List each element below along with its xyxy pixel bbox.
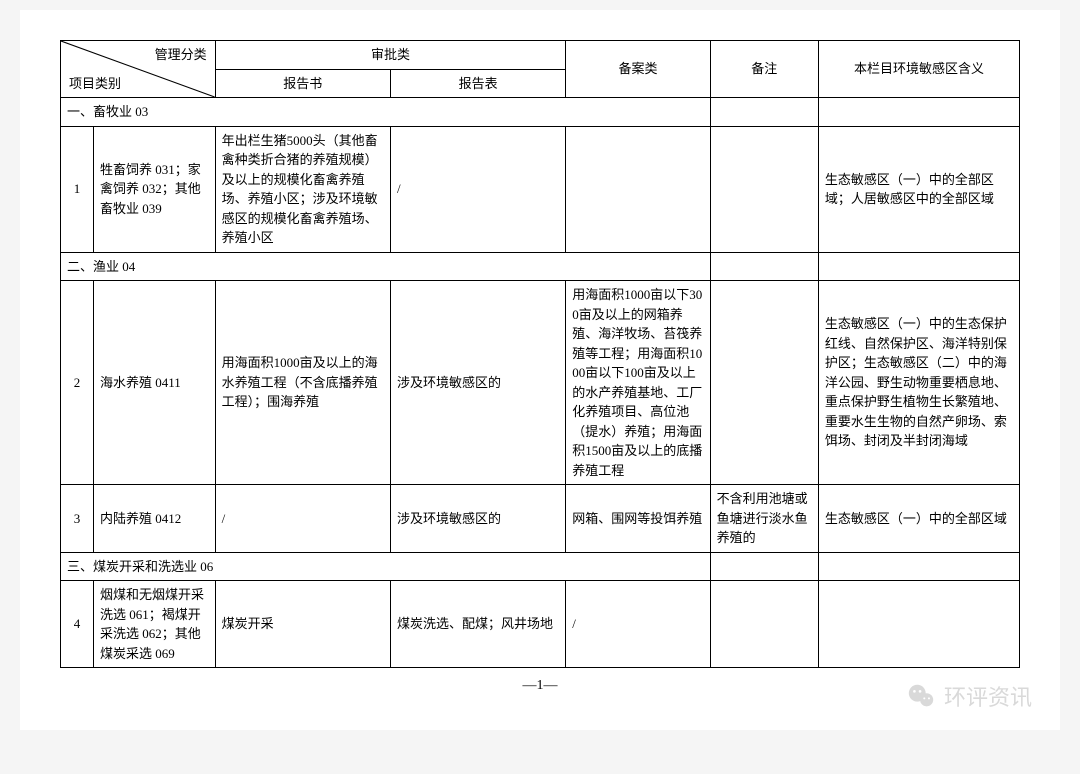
row-remark (710, 126, 818, 252)
header-mgmt-class: 管理分类 (155, 45, 207, 65)
row-category: 海水养殖 0411 (93, 281, 215, 485)
row-remark (710, 281, 818, 485)
row-report-form: 涉及环境敏感区的 (390, 485, 565, 553)
row-filing (566, 126, 710, 252)
document-page: 管理分类 项目类别 审批类 备案类 备注 本栏目环境敏感区含义 报告书 报告表 … (20, 10, 1060, 730)
table-row: 3 内陆养殖 0412 / 涉及环境敏感区的 网箱、围网等投饵养殖 不含利用池塘… (61, 485, 1020, 553)
section-title: 二、渔业 04 (61, 252, 711, 281)
row-sensitive: 生态敏感区（一）中的全部区域 (818, 485, 1019, 553)
row-report-book: 煤炭开采 (215, 581, 390, 668)
row-report-book: 年出栏生猪5000头（其他畜禽种类折合猪的养殖规模）及以上的规模化畜禽养殖场、养… (215, 126, 390, 252)
row-sensitive: 生态敏感区（一）中的全部区域；人居敏感区中的全部区域 (818, 126, 1019, 252)
section-title: 一、畜牧业 03 (61, 98, 711, 127)
header-remark: 备注 (710, 41, 818, 98)
watermark: 环评资讯 (906, 680, 1032, 712)
row-remark: 不含利用池塘或鱼塘进行淡水鱼养殖的 (710, 485, 818, 553)
section-blank (710, 552, 818, 581)
row-num: 4 (61, 581, 94, 668)
row-filing: 用海面积1000亩以下300亩及以上的网箱养殖、海洋牧场、苔筏养殖等工程；用海面… (566, 281, 710, 485)
section-blank (818, 252, 1019, 281)
table-row: 1 牲畜饲养 031；家禽饲养 032；其他畜牧业 039 年出栏生猪5000头… (61, 126, 1020, 252)
table-row: 4 烟煤和无烟煤开采洗选 061；褐煤开采洗选 062；其他煤炭采选 069 煤… (61, 581, 1020, 668)
row-report-form: 煤炭洗选、配煤；风井场地 (390, 581, 565, 668)
row-sensitive (818, 581, 1019, 668)
section-title: 三、煤炭开采和洗选业 06 (61, 552, 711, 581)
section-blank (818, 552, 1019, 581)
section-blank (818, 98, 1019, 127)
section-blank (710, 98, 818, 127)
header-sensitive: 本栏目环境敏感区含义 (818, 41, 1019, 98)
section-header: 一、畜牧业 03 (61, 98, 1020, 127)
header-project-cat: 项目类别 (69, 74, 121, 94)
row-num: 3 (61, 485, 94, 553)
page-number: —1— (60, 678, 1020, 694)
row-remark (710, 581, 818, 668)
header-report-book: 报告书 (215, 69, 390, 98)
table-row: 2 海水养殖 0411 用海面积1000亩及以上的海水养殖工程（不含底播养殖工程… (61, 281, 1020, 485)
row-category: 牲畜饲养 031；家禽饲养 032；其他畜牧业 039 (93, 126, 215, 252)
section-header: 二、渔业 04 (61, 252, 1020, 281)
row-report-form: / (390, 126, 565, 252)
row-filing: / (566, 581, 710, 668)
row-report-book: 用海面积1000亩及以上的海水养殖工程（不含底播养殖工程）；围海养殖 (215, 281, 390, 485)
row-report-book: / (215, 485, 390, 553)
row-num: 1 (61, 126, 94, 252)
row-report-form: 涉及环境敏感区的 (390, 281, 565, 485)
header-filing: 备案类 (566, 41, 710, 98)
diagonal-header: 管理分类 项目类别 (61, 41, 216, 98)
section-blank (710, 252, 818, 281)
row-category: 内陆养殖 0412 (93, 485, 215, 553)
header-report-form: 报告表 (390, 69, 565, 98)
row-filing: 网箱、围网等投饵养殖 (566, 485, 710, 553)
header-approval: 审批类 (215, 41, 566, 70)
section-header: 三、煤炭开采和洗选业 06 (61, 552, 1020, 581)
row-num: 2 (61, 281, 94, 485)
row-category: 烟煤和无烟煤开采洗选 061；褐煤开采洗选 062；其他煤炭采选 069 (93, 581, 215, 668)
row-sensitive: 生态敏感区（一）中的生态保护红线、自然保护区、海洋特别保护区；生态敏感区（二）中… (818, 281, 1019, 485)
watermark-text: 环评资讯 (944, 680, 1032, 712)
header-row-1: 管理分类 项目类别 审批类 备案类 备注 本栏目环境敏感区含义 (61, 41, 1020, 70)
classification-table: 管理分类 项目类别 审批类 备案类 备注 本栏目环境敏感区含义 报告书 报告表 … (60, 40, 1020, 668)
wechat-icon (906, 681, 936, 711)
